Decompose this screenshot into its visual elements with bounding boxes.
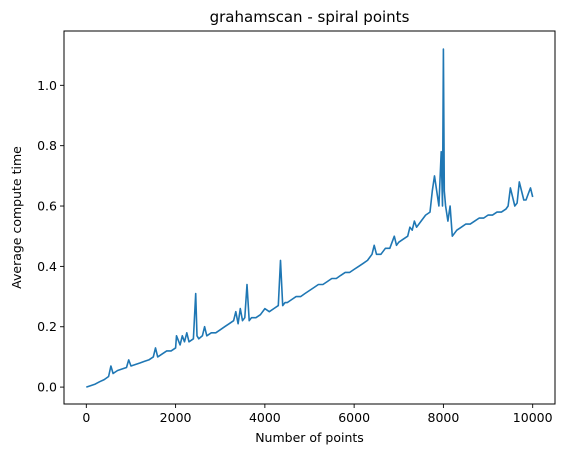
y-axis-title: Average compute time xyxy=(9,146,24,289)
y-tick-label: 0.4 xyxy=(37,259,57,274)
x-tick-label: 10000 xyxy=(513,410,553,425)
x-tick-label: 6000 xyxy=(338,410,370,425)
x-tick-label: 2000 xyxy=(160,410,192,425)
y-tick-label: 0.8 xyxy=(37,138,57,153)
y-tick-label: 1.0 xyxy=(37,78,57,93)
x-tick-label: 0 xyxy=(82,410,90,425)
y-axis: 0.0 0.2 0.4 0.6 0.8 1.0 xyxy=(37,78,64,395)
y-tick-label: 0.6 xyxy=(37,199,57,214)
chart-title: grahamscan - spiral points xyxy=(210,8,410,26)
y-tick-label: 0.0 xyxy=(37,380,57,395)
x-tick-label: 8000 xyxy=(428,410,460,425)
x-axis: 0 2000 4000 6000 8000 10000 xyxy=(82,404,553,425)
series-line xyxy=(86,48,534,388)
plot-frame xyxy=(63,30,556,405)
series-layer xyxy=(86,48,534,388)
y-tick-label: 0.2 xyxy=(37,319,57,334)
x-axis-title: Number of points xyxy=(255,430,364,445)
x-tick-label: 4000 xyxy=(249,410,281,425)
